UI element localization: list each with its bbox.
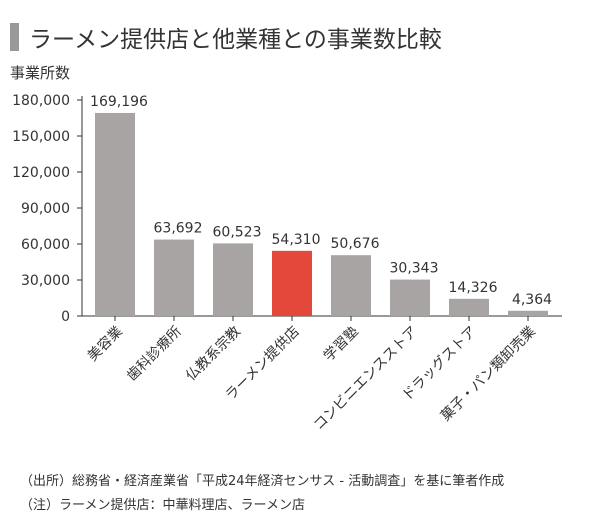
y-tick-label: 60,000 [21, 237, 70, 253]
bar [154, 239, 194, 316]
remark-note: （注）ラーメン提供店：中華料理店、ラーメン店 [20, 498, 305, 513]
category-label: 歯科診療所 [123, 323, 185, 385]
category-label: 仏教系宗教 [183, 324, 244, 385]
bar [390, 279, 430, 316]
title-marker-bar [10, 23, 19, 51]
bar-value-label: 63,692 [154, 221, 203, 237]
bar-value-label: 14,326 [449, 280, 498, 296]
bar-value-label: 54,310 [272, 232, 321, 248]
source-note: （出所）総務省・経済産業省「平成24年経済センサス - 活動調査」を基に筆者作成 [20, 474, 505, 489]
bar-value-label: 4,364 [512, 292, 552, 308]
category-label: コンビニエンスストア [311, 324, 421, 434]
chart-title-row: ラーメン提供店と他業種との事業数比較 [10, 20, 442, 54]
y-tick-label: 90,000 [21, 201, 70, 217]
bar [272, 250, 312, 316]
y-tick-label: 120,000 [12, 165, 70, 181]
category-label: 美容業 [84, 323, 126, 365]
bar-value-label: 60,523 [213, 224, 262, 240]
chart-title: ラーメン提供店と他業種との事業数比較 [29, 27, 442, 53]
y-tick-label: 0 [61, 309, 70, 325]
bar-chart: 事業所数 0 30,000 60,000 90,000 120,000 150,000 180… [10, 64, 562, 434]
y-tick-label: 150,000 [12, 129, 70, 145]
bar [213, 243, 253, 316]
y-axis-label: 事業所数 [10, 64, 70, 82]
bar [95, 112, 135, 316]
y-tick-label: 30,000 [21, 273, 70, 289]
bar-value-label: 169,196 [90, 94, 148, 110]
bar-value-label: 30,343 [390, 261, 439, 277]
y-tick-label: 180,000 [12, 93, 70, 109]
bar [449, 298, 489, 316]
bar-value-label: 50,676 [331, 236, 380, 252]
bar [508, 310, 548, 316]
bar [331, 255, 371, 316]
category-label: 学習塾 [321, 324, 362, 365]
